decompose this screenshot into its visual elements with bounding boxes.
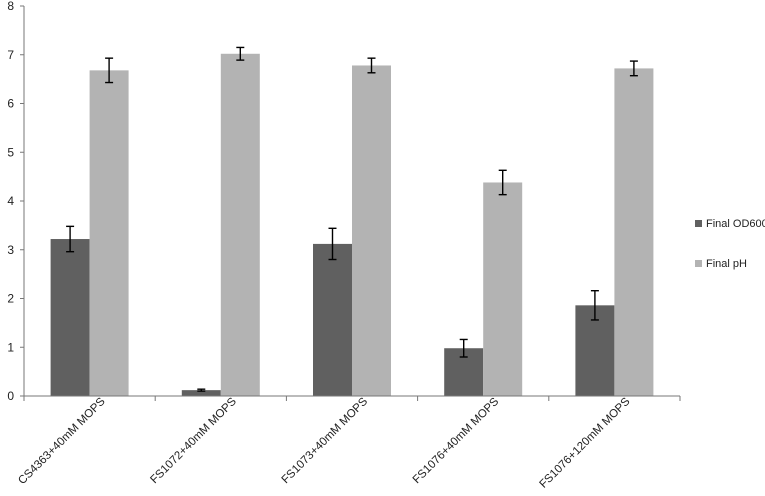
y-axis: 0 1 2 3 4 5 6 7 8 <box>7 0 25 403</box>
error-bars <box>66 46 638 392</box>
x-category-label: FS1076+120mM MOPS <box>537 395 632 490</box>
bar <box>220 53 260 397</box>
y-tick-label: 1 <box>7 340 14 354</box>
x-category-label: FS1073+40mM MOPS <box>280 395 371 486</box>
y-tick-label: 8 <box>7 0 14 13</box>
bar <box>181 390 221 396</box>
bar <box>313 243 352 396</box>
error-bar <box>328 227 337 261</box>
error-bar <box>367 57 376 74</box>
bar <box>89 70 129 396</box>
error-bar <box>236 46 245 61</box>
legend-label: Final OD600 <box>706 218 765 230</box>
category-labels: CS4363+40mM MOPS FS1072+40mM MOPS FS1073+4… <box>16 395 632 490</box>
y-tick-label: 6 <box>7 97 14 111</box>
y-tick-label: 0 <box>7 389 14 403</box>
y-tick-label: 3 <box>7 243 14 257</box>
x-category-label: FS1072+40mM MOPS <box>148 395 239 486</box>
bar <box>614 68 654 397</box>
error-bar <box>590 290 599 321</box>
legend-swatch <box>695 260 702 267</box>
y-tick-label: 4 <box>7 194 14 208</box>
error-bar <box>629 60 638 77</box>
legend-label: Final pH <box>706 258 747 270</box>
x-category-label: FS1076+40mM MOPS <box>411 395 502 486</box>
y-tick-label: 7 <box>7 48 14 62</box>
legend-item: Final pH <box>695 258 747 270</box>
bar <box>352 65 391 396</box>
error-bar <box>459 338 468 358</box>
error-bar <box>197 388 206 392</box>
error-bar <box>498 169 507 196</box>
x-category-label: CS4363+40mM MOPS <box>16 395 108 487</box>
legend: Final OD600 Final pH <box>695 218 765 270</box>
error-bar <box>66 225 75 253</box>
bar <box>50 239 90 396</box>
y-tick-label: 5 <box>7 145 14 159</box>
bar <box>483 182 523 396</box>
y-tick-label: 2 <box>7 292 14 306</box>
x-axis <box>23 395 681 401</box>
legend-item: Final OD600 <box>695 218 765 230</box>
bars <box>50 53 654 397</box>
legend-swatch <box>695 220 702 227</box>
error-bar <box>105 57 114 84</box>
